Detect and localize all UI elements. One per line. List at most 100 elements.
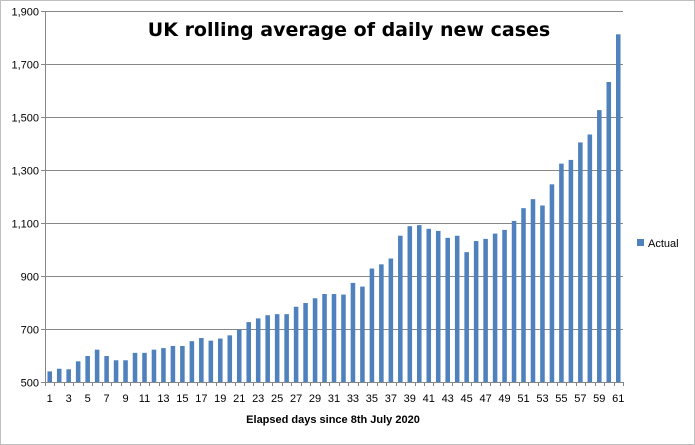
- bar: [502, 229, 507, 382]
- bar: [199, 338, 204, 382]
- y-tick-label: 500: [21, 378, 39, 390]
- bar: [151, 349, 157, 382]
- x-tick-label: 31: [328, 393, 340, 405]
- bar: [236, 329, 242, 382]
- bar: [549, 184, 555, 382]
- bar: [293, 306, 299, 382]
- x-tick-label: 13: [157, 393, 169, 405]
- x-tick-label: 1: [47, 393, 53, 405]
- y-tick-label: 1,500: [11, 113, 39, 125]
- x-tick-label: 5: [85, 393, 91, 405]
- bar: [227, 335, 233, 382]
- bar: [303, 303, 308, 382]
- bar: [473, 241, 479, 382]
- bar: [312, 298, 318, 382]
- bar: [454, 235, 460, 382]
- x-tick-label: 51: [517, 393, 529, 405]
- y-tick-label: 900: [21, 272, 39, 284]
- x-tick-label: 27: [290, 393, 302, 405]
- bar: [435, 230, 441, 382]
- bar: [265, 315, 270, 382]
- y-tick-label: 1,900: [11, 7, 39, 19]
- bar: [398, 235, 403, 382]
- x-tick-label: 59: [593, 393, 605, 405]
- bar: [511, 220, 517, 382]
- bar: [578, 142, 583, 382]
- x-tick-label: 25: [271, 393, 283, 405]
- bar: [56, 368, 62, 382]
- bar: [66, 369, 71, 382]
- x-tick-label: 9: [122, 393, 128, 405]
- bar: [274, 314, 280, 382]
- bar: [142, 352, 147, 382]
- bar: [540, 205, 545, 382]
- x-tick-label: 53: [536, 393, 548, 405]
- bar: [255, 318, 261, 382]
- bar: [322, 294, 327, 382]
- bar: [379, 264, 384, 382]
- y-tick-label: 1,300: [11, 166, 39, 178]
- x-tick-label: 57: [574, 393, 586, 405]
- bar: [218, 338, 223, 382]
- bar: [426, 228, 432, 382]
- x-tick-label: 21: [233, 393, 245, 405]
- bar: [492, 233, 498, 382]
- bars: [47, 34, 621, 383]
- bar: [521, 208, 526, 382]
- x-tick-label: 17: [195, 393, 207, 405]
- bar: [75, 361, 81, 382]
- bar: [360, 286, 365, 382]
- bar: [483, 238, 488, 382]
- axes: [41, 11, 624, 386]
- legend-swatch: [637, 239, 644, 246]
- gridlines: [45, 11, 623, 330]
- x-axis-tick-labels: 1 3 5 7 9 11 13 15 17 19 21 23 25 27 29 31 33 35 37 39 41 43 4…: [47, 393, 625, 405]
- bar: [170, 345, 176, 382]
- bar: [559, 163, 564, 382]
- bar: [161, 348, 166, 382]
- x-tick-label: 41: [423, 393, 435, 405]
- bar: [350, 282, 356, 382]
- chart-title: UK rolling average of daily new cases: [148, 19, 550, 41]
- y-axis-tick-labels: 500 700 900 1,100 1,300 1,500 1,700 1,900: [11, 7, 39, 390]
- x-tick-label: 35: [366, 393, 378, 405]
- y-tick-label: 700: [21, 325, 39, 337]
- bar: [530, 199, 536, 382]
- x-tick-label: 3: [66, 393, 72, 405]
- bar: [132, 352, 138, 382]
- bar: [284, 314, 289, 382]
- bar: [341, 294, 346, 382]
- x-tick-label: 29: [309, 393, 321, 405]
- bar: [94, 349, 100, 382]
- bar: [615, 34, 621, 382]
- bar: [47, 371, 53, 382]
- bar: [417, 225, 422, 382]
- bar: [331, 294, 337, 382]
- bar: [597, 110, 602, 383]
- x-tick-label: 15: [176, 393, 188, 405]
- x-tick-label: 19: [214, 393, 226, 405]
- bar: [388, 258, 394, 382]
- bar: [464, 252, 469, 382]
- bar: [568, 159, 574, 382]
- x-tick-label: 7: [104, 393, 110, 405]
- x-tick-label: 45: [461, 393, 473, 405]
- x-tick-label: 61: [612, 393, 624, 405]
- bar: [606, 82, 612, 383]
- bar: [587, 134, 593, 382]
- x-tick-label: 23: [252, 393, 264, 405]
- bar: [85, 356, 90, 382]
- bar: [407, 226, 413, 382]
- bar: [369, 268, 375, 382]
- y-tick-label: 1,100: [11, 219, 39, 231]
- x-tick-label: 37: [385, 393, 397, 405]
- bar: [180, 345, 185, 382]
- bar: [104, 356, 109, 382]
- x-tick-label: 39: [404, 393, 416, 405]
- y-tick-label: 1,700: [11, 60, 39, 72]
- bar: [445, 237, 450, 382]
- legend-label: Actual: [648, 238, 679, 250]
- x-tick-label: 55: [555, 393, 567, 405]
- x-tick-label: 47: [479, 393, 491, 405]
